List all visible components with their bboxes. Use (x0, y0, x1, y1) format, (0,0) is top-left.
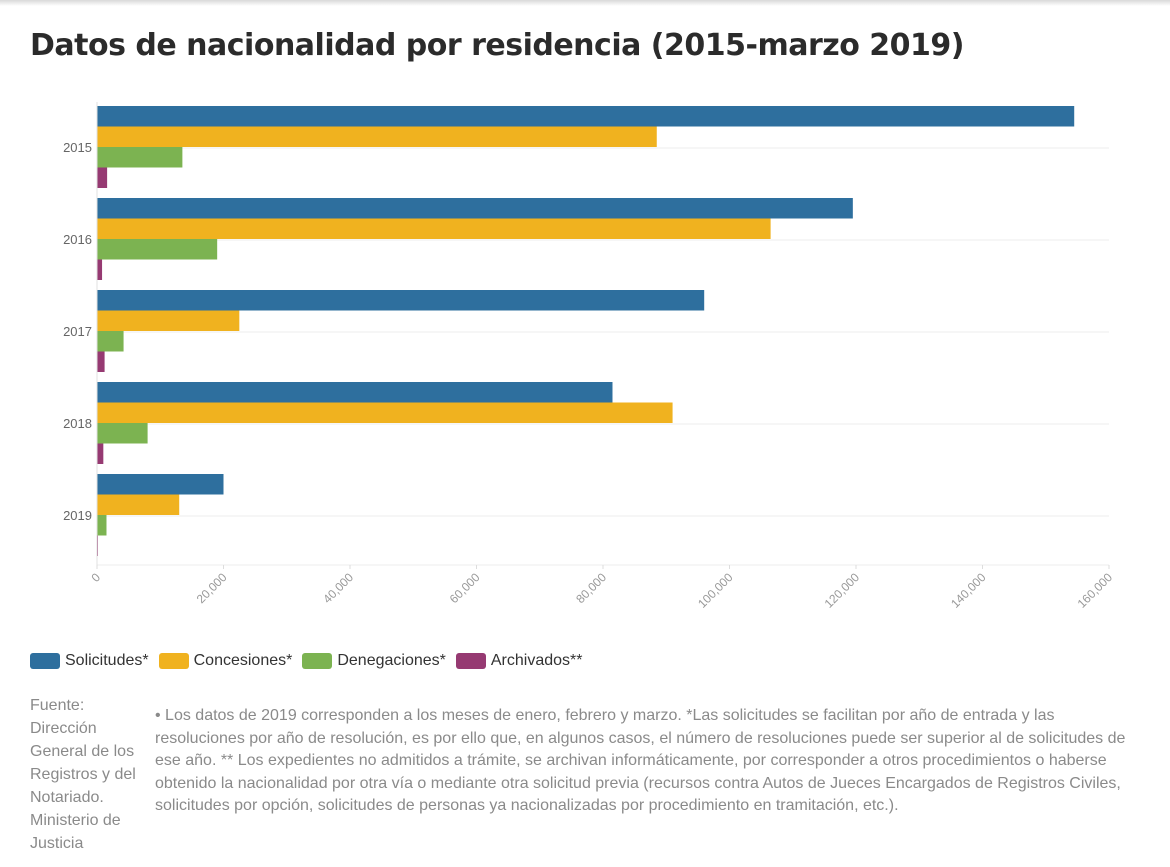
bar-concesiones-2018 (97, 402, 673, 423)
bar-concesiones-2016 (97, 218, 771, 239)
bar-concesiones-2019 (97, 494, 180, 515)
legend-swatch-solicitudes (30, 653, 60, 669)
legend-label-denegaciones: Denegaciones* (337, 652, 446, 669)
notes-text: • Los datos de 2019 corresponden a los m… (155, 707, 1126, 814)
bar-denegaciones-2017 (97, 331, 124, 352)
bar-archivados-2016 (97, 259, 103, 280)
bar-archivados-2018 (97, 443, 104, 464)
x-tick-label: 80,000 (573, 570, 609, 606)
chart-title: Datos de nacionalidad por residencia (20… (30, 28, 964, 63)
bar-archivados-2015 (97, 167, 108, 188)
bar-denegaciones-2016 (97, 239, 218, 260)
x-tick-label: 160,000 (1075, 570, 1116, 611)
category-label-2015: 2015 (63, 140, 92, 155)
category-label-2018: 2018 (63, 416, 92, 431)
legend-label-concesiones: Concesiones* (193, 652, 293, 669)
top-shadow (0, 0, 1170, 6)
bar-solicitudes-2017 (97, 290, 705, 311)
x-tick-label: 0 (88, 570, 103, 585)
x-tick-label: 40,000 (320, 570, 356, 606)
bar-solicitudes-2019 (97, 474, 224, 495)
x-tick-label: 120,000 (822, 570, 863, 611)
legend-item-concesiones[interactable]: Concesiones* (158, 652, 293, 670)
bar-concesiones-2015 (97, 126, 657, 147)
bar-solicitudes-2015 (97, 106, 1075, 127)
category-label-2016: 2016 (63, 232, 92, 247)
x-tick-label: 20,000 (194, 570, 230, 606)
legend-item-solicitudes[interactable]: Solicitudes* (30, 652, 149, 670)
category-label-2019: 2019 (63, 508, 92, 523)
bar-solicitudes-2018 (97, 382, 613, 403)
legend-item-archivados[interactable]: Archivados** (455, 652, 583, 670)
legend-label-archivados: Archivados** (490, 652, 583, 669)
bar-denegaciones-2018 (97, 423, 148, 444)
category-label-2017: 2017 (63, 324, 92, 339)
legend: Solicitudes* Concesiones* Denegaciones* … (30, 652, 592, 670)
bar-chart: 2015 2016 2017 2018 2019 0 20,000 40,000 60,000 8… (63, 102, 1116, 611)
x-tick-label: 140,000 (948, 570, 989, 611)
legend-swatch-archivados (455, 653, 486, 669)
x-tick-label: 60,000 (447, 570, 483, 606)
legend-swatch-denegaciones (302, 653, 333, 669)
legend-item-denegaciones[interactable]: Denegaciones* (302, 652, 446, 670)
bar-solicitudes-2016 (97, 198, 853, 219)
bar-archivados-2017 (97, 351, 105, 372)
x-tick-label: 100,000 (695, 570, 736, 611)
legend-swatch-concesiones (158, 653, 189, 669)
bar-denegaciones-2019 (97, 515, 107, 536)
bar-concesiones-2017 (97, 310, 240, 331)
legend-label-solicitudes: Solicitudes* (65, 652, 149, 669)
bar-denegaciones-2015 (97, 147, 183, 168)
source-text: Fuente: Dirección General de los Registr… (30, 697, 136, 852)
